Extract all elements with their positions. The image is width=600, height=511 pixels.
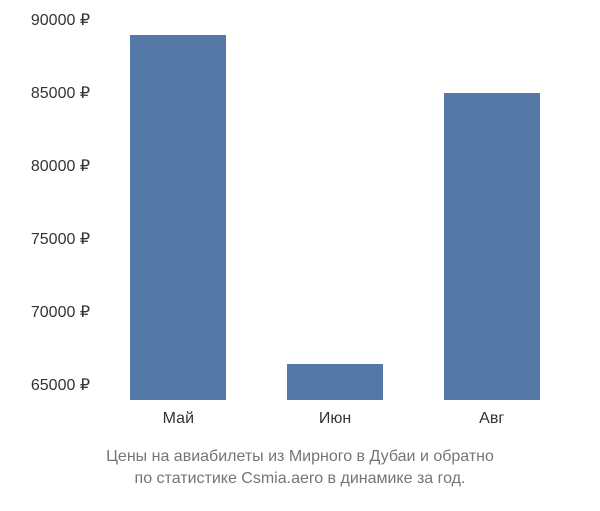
x-tick-label: Май: [100, 410, 257, 428]
x-axis-labels: Май Июн Авг: [0, 400, 600, 428]
y-tick-label: 75000 ₽: [31, 229, 90, 249]
plot-region: 90000 ₽ 85000 ₽ 80000 ₽ 75000 ₽ 70000 ₽ …: [100, 20, 570, 400]
y-tick-label: 65000 ₽: [31, 375, 90, 395]
chart-area: 90000 ₽ 85000 ₽ 80000 ₽ 75000 ₽ 70000 ₽ …: [0, 0, 600, 400]
bar-group: [100, 35, 257, 400]
caption-line-2: по статистике Csmia.aero в динамике за г…: [135, 470, 466, 487]
y-tick-label: 80000 ₽: [31, 156, 90, 176]
y-tick-label: 85000 ₽: [31, 83, 90, 103]
bars-container: [100, 20, 570, 400]
bar-group: [413, 93, 570, 400]
x-tick-label: Июн: [257, 410, 414, 428]
bar-may: [130, 35, 226, 400]
x-tick-label: Авг: [413, 410, 570, 428]
y-tick-label: 90000 ₽: [31, 10, 90, 30]
bar-group: [257, 364, 414, 401]
caption-line-1: Цены на авиабилеты из Мирного в Дубаи и …: [106, 448, 494, 465]
bar-aug: [444, 93, 540, 400]
y-tick-label: 70000 ₽: [31, 302, 90, 322]
bar-jun: [287, 364, 383, 401]
chart-caption: Цены на авиабилеты из Мирного в Дубаи и …: [0, 428, 600, 511]
